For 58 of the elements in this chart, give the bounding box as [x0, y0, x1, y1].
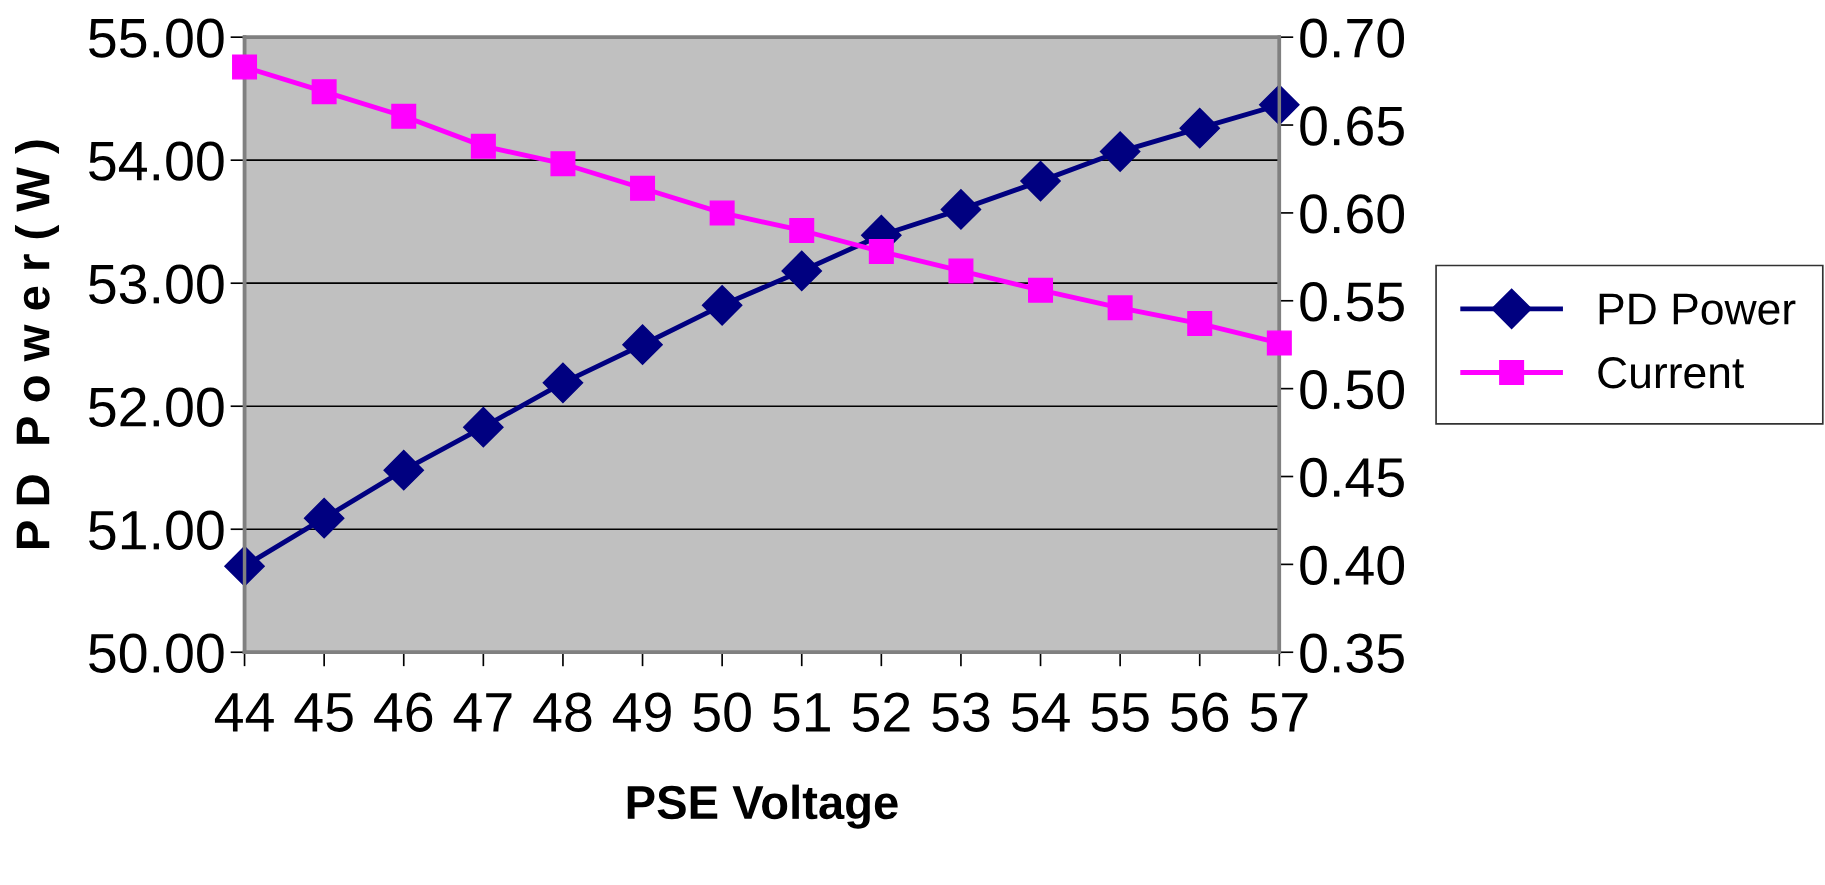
x-tick-label: 54 [1011, 693, 1070, 732]
x-tick-label: 48 [533, 692, 592, 732]
y-tick-label: 52.00 [89, 387, 224, 427]
x-tick-label: 57 [1250, 693, 1308, 732]
point [1107, 295, 1133, 321]
point [1258, 84, 1300, 126]
point [311, 79, 337, 105]
point [622, 324, 663, 366]
point [630, 175, 656, 201]
x-tick-label: 52 [852, 692, 910, 732]
y2-tick-label: 0.50 [1300, 369, 1405, 410]
point [789, 217, 815, 243]
y2-tick-label: 0.70 [1300, 18, 1405, 58]
x-tick-label: 49 [612, 692, 671, 732]
x-tick-label: 47 [453, 693, 512, 732]
point [1028, 277, 1054, 303]
legend-label: Current [1598, 356, 1744, 389]
x-tick-label: 55 [1091, 693, 1149, 732]
point [470, 133, 496, 159]
y2-tick-label: 0.65 [1300, 106, 1404, 146]
y-tick-label: 55.00 [89, 18, 224, 58]
point [383, 449, 425, 491]
x-tick-label: 45 [294, 693, 353, 732]
point [1099, 131, 1141, 172]
x-tick-label: 50 [693, 692, 751, 732]
x-axis-title: PSE Voltage [627, 784, 898, 829]
point [1179, 107, 1221, 149]
point [550, 151, 576, 177]
x-tick-label: 53 [932, 692, 990, 732]
point [940, 189, 982, 230]
point [542, 362, 584, 404]
point [303, 497, 345, 539]
point [868, 239, 894, 265]
point [709, 200, 735, 226]
x-tick-label: 44 [214, 693, 274, 732]
y-tick-label: 50.00 [89, 633, 224, 673]
point [781, 250, 823, 292]
y2-tick-label: 0.55 [1300, 282, 1404, 322]
point [1187, 311, 1213, 337]
point [463, 406, 504, 448]
legend-label: PD Power [1599, 293, 1796, 325]
point [1266, 330, 1292, 356]
y2-tick-label: 0.60 [1300, 194, 1405, 234]
y-tick-label: 54.00 [89, 141, 224, 181]
point [1020, 160, 1061, 202]
point [232, 54, 258, 80]
y-axis-title: P D P o w e r ( W ) [14, 140, 60, 548]
y2-tick-label: 0.45 [1300, 457, 1404, 498]
y2-tick-label: 0.35 [1300, 633, 1404, 673]
x-tick-label: 46 [374, 692, 433, 732]
point [391, 103, 417, 129]
x-tick-label: 51 [773, 693, 830, 732]
y-tick-label: 53.00 [89, 264, 224, 304]
point [948, 258, 974, 284]
y2-tick-label: 0.40 [1300, 545, 1405, 586]
y-tick-label: 51.00 [89, 510, 224, 550]
point [701, 285, 743, 326]
x-tick-label: 56 [1171, 692, 1229, 732]
